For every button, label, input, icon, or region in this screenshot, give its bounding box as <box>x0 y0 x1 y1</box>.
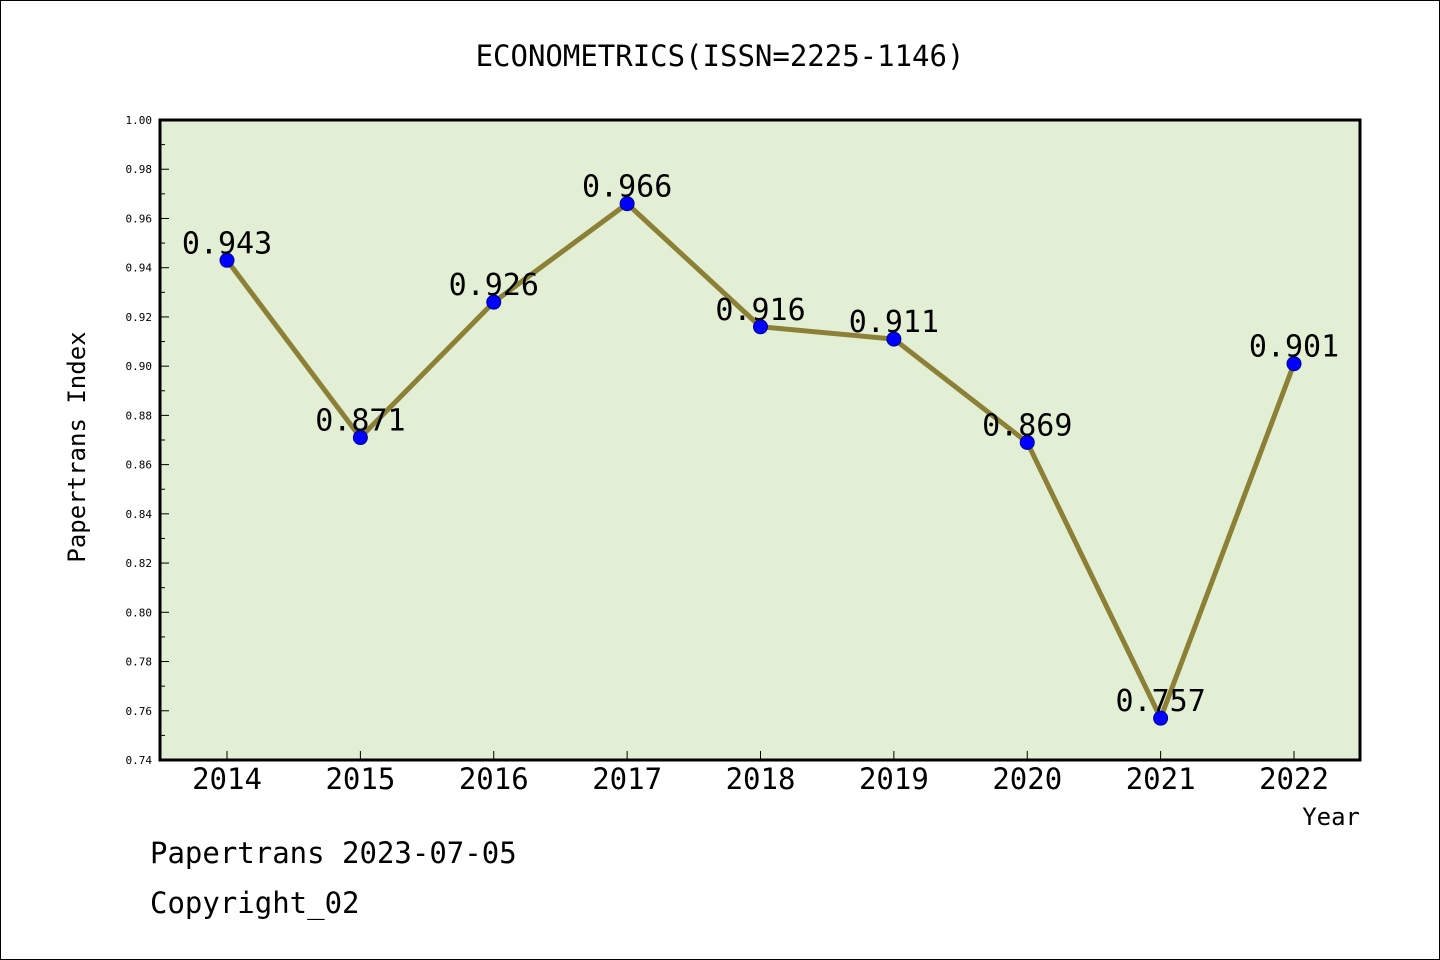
data-label: 0.869 <box>982 408 1072 443</box>
x-tick-label: 2020 <box>992 762 1062 796</box>
x-axis-label: Year <box>1302 803 1360 831</box>
y-axis-label: Papertrans Index <box>63 331 91 562</box>
x-tick-label: 2021 <box>1126 762 1196 796</box>
data-label: 0.966 <box>582 170 672 205</box>
x-axis: 2014 2015 2016 2017 2018 2019 2020 2021 2022 <box>192 751 1329 796</box>
chart-title: ECONOMETRICS(ISSN=2225-1146) <box>476 39 965 73</box>
footer-copyright: Copyright_02 <box>150 886 360 921</box>
data-label: 0.757 <box>1115 684 1205 719</box>
y-tick-label: 0.98 <box>126 163 153 176</box>
data-label: 0.901 <box>1249 330 1339 365</box>
y-tick-label: 0.96 <box>126 212 153 225</box>
x-tick-label: 2016 <box>459 762 529 796</box>
x-tick-label: 2015 <box>325 762 395 796</box>
x-tick-label: 2019 <box>859 762 929 796</box>
y-tick-label: 0.84 <box>126 508 153 521</box>
y-tick-label: 0.80 <box>126 606 153 619</box>
data-point <box>486 294 502 310</box>
data-label: 0.926 <box>449 268 539 303</box>
data-label: 0.871 <box>315 404 405 439</box>
data-point <box>1153 710 1169 726</box>
data-label: 0.943 <box>182 226 272 261</box>
x-tick-label: 2018 <box>726 762 796 796</box>
y-tick-label: 0.86 <box>126 459 153 472</box>
x-tick-label: 2014 <box>192 762 262 796</box>
y-tick-label: 0.82 <box>126 557 153 570</box>
data-labels: 0.943 0.871 0.926 0.966 0.916 0.911 0.869 0.757… <box>182 170 1339 719</box>
y-tick-label: 0.74 <box>126 754 153 767</box>
data-points <box>219 196 1302 726</box>
data-label: 0.911 <box>849 305 939 340</box>
data-point <box>1286 356 1302 372</box>
data-point <box>886 331 902 347</box>
y-tick-label: 0.76 <box>126 705 153 718</box>
y-tick-label: 1.00 <box>126 114 153 127</box>
data-point <box>219 252 235 268</box>
footer-date: Papertrans 2023-07-05 <box>150 836 517 870</box>
plot-border <box>158 118 1362 762</box>
y-tick-label: 0.78 <box>126 656 153 669</box>
data-point <box>753 319 768 335</box>
data-point <box>1019 434 1035 450</box>
data-point <box>619 196 635 212</box>
y-tick-label: 0.90 <box>126 360 153 373</box>
x-tick-label: 2017 <box>592 762 662 796</box>
data-point <box>352 430 368 446</box>
data-label: 0.916 <box>715 293 805 328</box>
y-tick-label: 0.94 <box>126 262 153 275</box>
y-tick-label: 0.88 <box>126 409 153 422</box>
y-tick-label: 0.92 <box>126 311 153 324</box>
x-tick-label: 2022 <box>1259 762 1329 796</box>
